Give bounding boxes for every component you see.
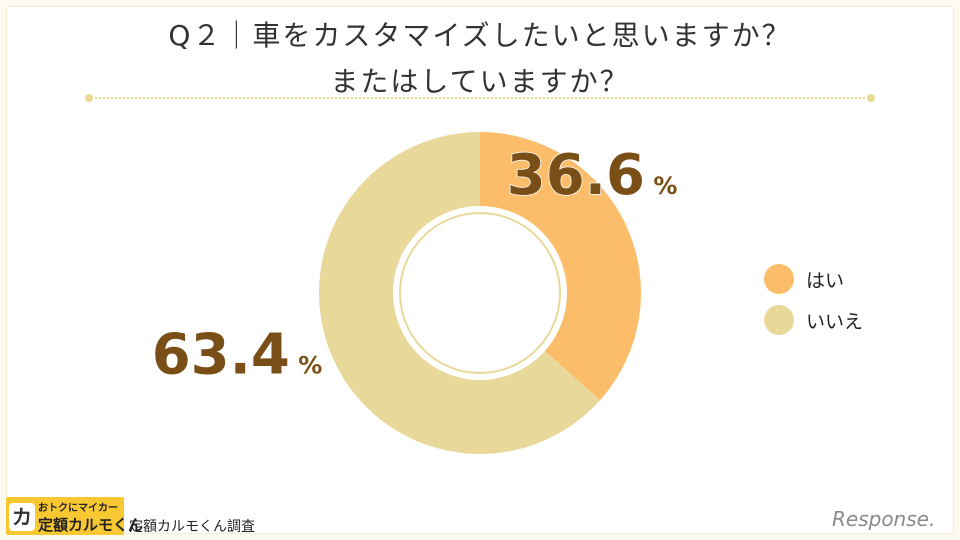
- response-brand-logo: Response.: [832, 507, 936, 531]
- legend-item-no: いいえ: [764, 305, 863, 335]
- donut-slice-0: [480, 132, 641, 401]
- data-label-1: 63.4 %: [152, 322, 323, 387]
- donut-slice-1: [319, 131, 601, 454]
- donut-hole: [399, 212, 561, 374]
- divider-dot-right: [867, 94, 875, 102]
- logo-name: 定額カルモくん: [38, 516, 144, 534]
- logo-tagline: おトクにマイカー: [38, 503, 118, 514]
- chart-title-line1: Q２｜車をカスタマイズしたいと思いますか？: [168, 19, 792, 52]
- inner-ring: [394, 207, 566, 379]
- car-logo-icon: カ: [9, 503, 35, 531]
- data-label-0: 36.6 %: [507, 143, 678, 208]
- legend-swatch-no: [764, 305, 794, 335]
- karumo-logo: カ おトクにマイカー 定額カルモくん: [6, 497, 143, 535]
- title-divider: [88, 97, 872, 99]
- chart-title-line2: またはしていますか？: [330, 65, 630, 98]
- legend-label-yes: はい: [806, 269, 845, 292]
- legend-item-yes: はい: [764, 264, 844, 294]
- source-note: 定額カルモくん調査: [129, 519, 255, 535]
- legend-label-no: いいえ: [806, 310, 864, 333]
- legend-swatch-yes: [764, 264, 794, 294]
